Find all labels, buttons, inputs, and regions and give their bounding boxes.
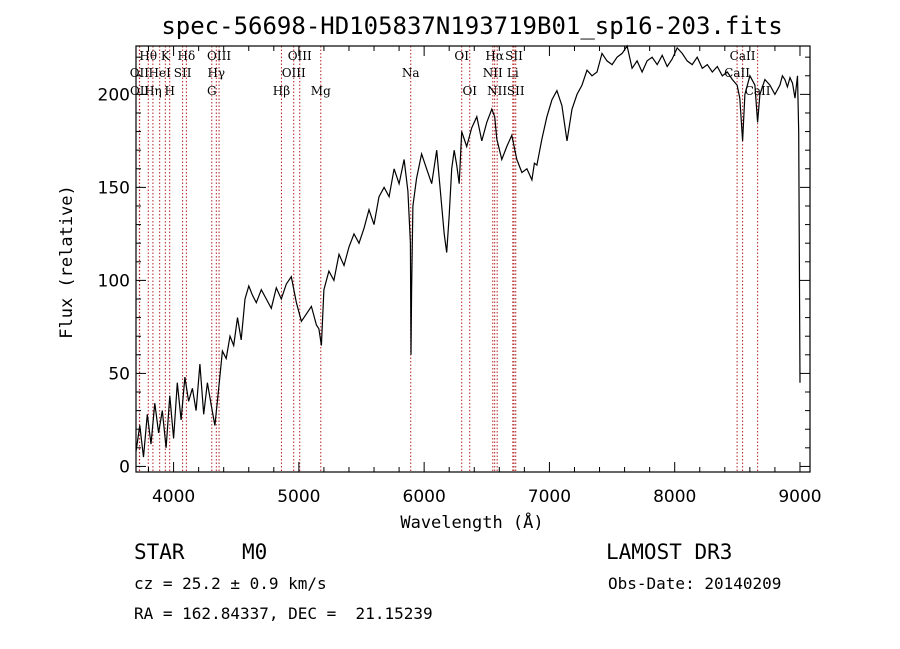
reference-line-label: H	[164, 84, 174, 98]
x-tick-label: 5000	[277, 487, 320, 507]
y-tick-label: 200	[98, 85, 130, 105]
x-axis-label: Wavelength (Å)	[400, 511, 543, 533]
observation-date: Obs-Date: 20140209	[608, 574, 782, 593]
y-tick-label: 50	[108, 364, 130, 384]
reference-line-label: CaII	[730, 49, 756, 63]
reference-line-label: OIII	[288, 49, 312, 63]
x-tick-label: 4000	[152, 487, 195, 507]
reference-line-label: SII	[507, 84, 525, 98]
x-tick-label: 9000	[778, 487, 821, 507]
reference-line-label: Hδ	[178, 49, 196, 63]
reference-line-label: K	[161, 49, 171, 63]
reference-line-label: OII	[130, 66, 150, 80]
x-tick-label: 7000	[528, 487, 571, 507]
x-tick-label: 6000	[403, 487, 446, 507]
reference-line-label: Hθ	[139, 49, 157, 63]
y-tick-label: 100	[98, 271, 130, 291]
reference-line-label: Hγ	[207, 66, 225, 80]
y-axis-label: Flux (relative)	[57, 185, 77, 339]
coordinates: RA = 162.84337, DEC = 21.15239	[134, 604, 433, 623]
survey-name: LAMOST DR3	[606, 540, 733, 564]
x-axis-ticks: 4000 5000 6000 7000 8000 9000	[148, 46, 822, 507]
reference-line-label: OIII	[282, 66, 306, 80]
reference-line-label: G	[207, 84, 217, 98]
object-subclass: M0	[242, 540, 268, 564]
y-tick-label: 150	[98, 178, 130, 198]
plot-frame	[135, 45, 811, 473]
reference-line-label: OIII	[207, 49, 231, 63]
reference-line-label: Mg	[311, 84, 331, 98]
reference-line-label: Hα	[485, 49, 504, 63]
reference-line-label: NII	[483, 66, 503, 80]
reference-line-label: Hη	[144, 84, 162, 98]
reference-line-label: SII	[174, 66, 192, 80]
reference-line-label: CaII	[745, 84, 771, 98]
object-class: STAR	[134, 540, 185, 564]
reference-lines	[138, 46, 759, 472]
reference-line-label: Li	[507, 66, 519, 80]
y-tick-label: 0	[119, 457, 130, 477]
spectrum-line	[135, 44, 801, 458]
reference-line-label: NII	[487, 84, 507, 98]
y-axis-ticks: 0 50 100 150 200	[98, 56, 810, 477]
reference-line-label: SII	[505, 49, 523, 63]
plot-title: spec-56698-HD105837N193719B01_sp16-203.f…	[161, 12, 782, 40]
reference-line-label: Hβ	[273, 84, 290, 98]
reference-line-label: OI	[462, 84, 477, 98]
reference-line-label: OI	[454, 49, 469, 63]
reference-line-label: Na	[402, 66, 420, 80]
redshift-velocity: cz = 25.2 ± 0.9 km/s	[134, 574, 327, 593]
reference-line-label: HeI	[149, 66, 172, 80]
x-tick-label: 8000	[653, 487, 696, 507]
